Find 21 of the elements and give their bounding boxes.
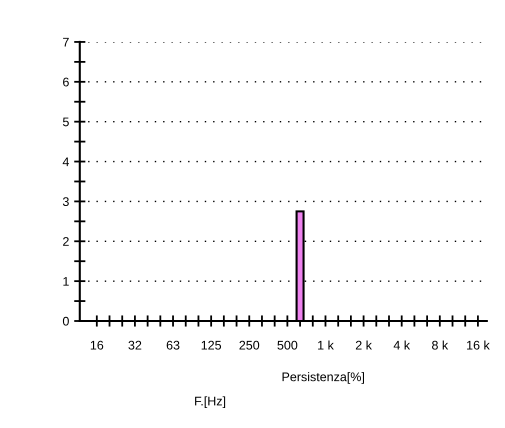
y-tick-label: 2 (63, 237, 69, 246)
x-tick-label: 63 (166, 340, 180, 350)
y-tick-label: 4 (62, 157, 70, 166)
y-tick-label: 7 (63, 38, 69, 46)
y-tick-label: 6 (63, 78, 69, 86)
x-tick-label: 125 (202, 340, 222, 350)
x-tick-label: 500 (277, 340, 298, 350)
x-tick-label: 1 k (318, 340, 334, 350)
text: Persistenza[%] (282, 372, 364, 384)
x-tick-label: 16 (90, 340, 104, 350)
x-axis-title: F.[Hz] (195, 396, 226, 408)
y-tick-label: 1 (63, 277, 69, 286)
x-tick-label: 250 (239, 340, 260, 350)
x-tick-label: 16 k (467, 340, 490, 350)
y-tick-label: 5 (62, 118, 69, 126)
y-tick-label: 0 (62, 316, 69, 326)
x-tick-label: 32 (128, 340, 142, 350)
x-tick-label: 8 k (432, 340, 448, 350)
y-tick-label: 3 (62, 197, 69, 206)
x-tick-label: 4 k (394, 340, 410, 350)
x-tick-label: 2 k (356, 340, 372, 350)
